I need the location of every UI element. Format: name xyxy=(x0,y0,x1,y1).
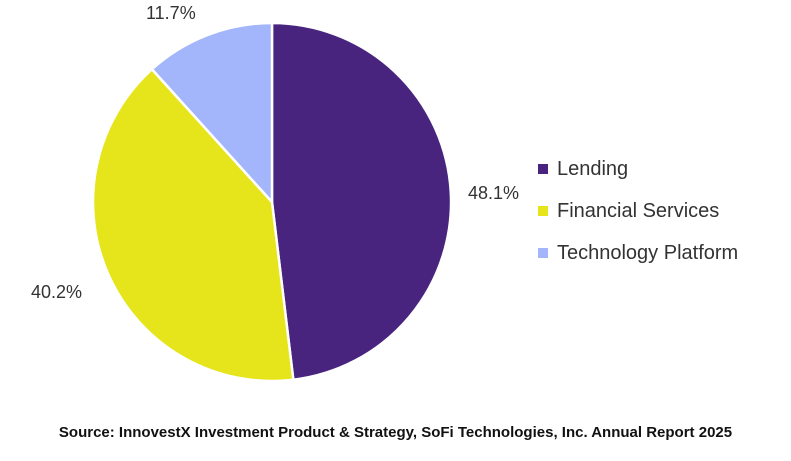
legend-swatch-financial-services xyxy=(538,206,548,216)
legend-label-financial-services: Financial Services xyxy=(557,199,720,222)
source-note: Source: InnovestX Investment Product & S… xyxy=(58,424,733,441)
data-label-technology-platform: 11.7% xyxy=(146,3,196,23)
legend-swatch-lending xyxy=(538,164,548,174)
legend-item-technology-platform: Technology Platform xyxy=(538,232,738,274)
legend-label-technology-platform: Technology Platform xyxy=(557,241,739,264)
legend-label-lending: Lending xyxy=(557,157,629,180)
legend-item-financial-services: Financial Services xyxy=(538,190,738,232)
pie-slice-financial-services xyxy=(91,67,295,383)
pie-slice-lending xyxy=(270,21,453,381)
legend-swatch-technology-platform xyxy=(538,248,548,258)
legend-item-lending: Lending xyxy=(538,148,738,190)
data-label-lending: 48.1% xyxy=(468,183,520,203)
pie-slice-technology-platform xyxy=(150,21,274,204)
data-label-financial-services: 40.2% xyxy=(31,282,83,302)
legend: Lending Financial Services Technology Pl… xyxy=(538,148,738,274)
